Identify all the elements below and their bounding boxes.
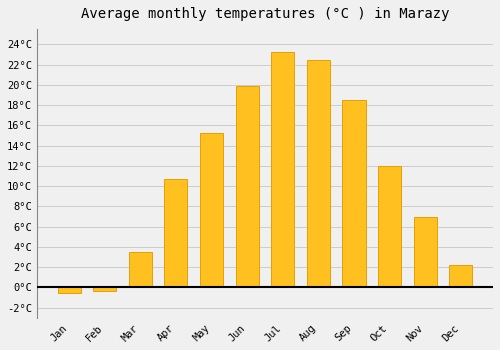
Bar	[200, 133, 223, 287]
Bar	[58, 287, 80, 293]
Bar	[271, 52, 294, 287]
Bar	[164, 179, 188, 287]
Bar	[449, 265, 472, 287]
Bar	[307, 61, 330, 287]
Bar	[93, 287, 116, 290]
Bar	[414, 217, 436, 287]
Bar	[342, 100, 365, 287]
Bar	[236, 86, 258, 287]
Bar	[128, 252, 152, 287]
Bar	[378, 166, 401, 287]
Title: Average monthly temperatures (°C ) in Marazy: Average monthly temperatures (°C ) in Ma…	[80, 7, 449, 21]
